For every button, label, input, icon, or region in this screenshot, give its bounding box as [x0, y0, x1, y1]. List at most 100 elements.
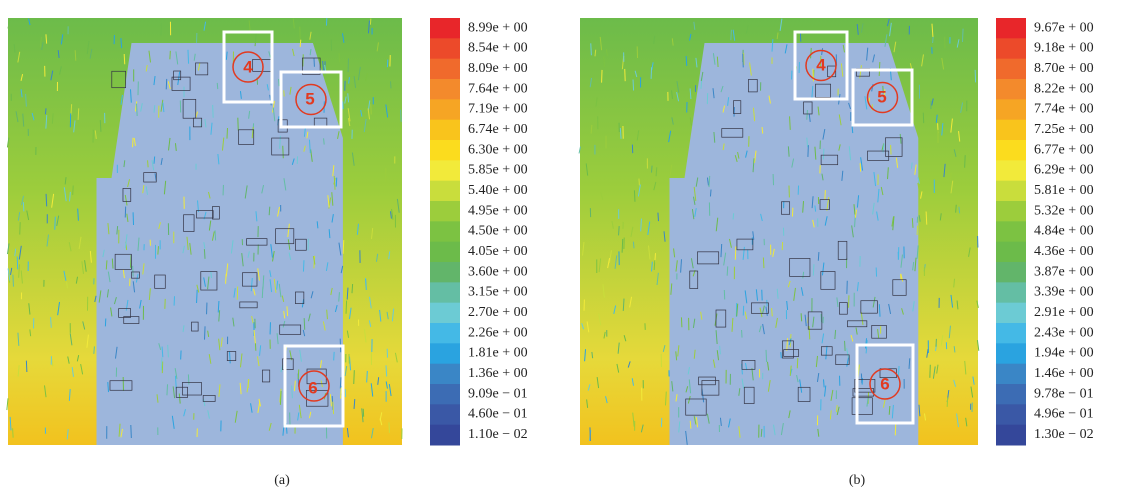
vector-streak [226, 127, 228, 139]
vector-streak [688, 379, 692, 394]
vector-streak [918, 404, 921, 417]
vector-streak [44, 385, 47, 398]
vector-streak [825, 345, 828, 360]
vector-streak [632, 79, 635, 91]
vector-streak [110, 307, 113, 317]
vector-streak [761, 126, 764, 134]
vector-streak [187, 374, 190, 385]
vector-streak [140, 103, 143, 112]
vector-streak [669, 164, 673, 178]
vector-streak [297, 369, 300, 379]
building [195, 62, 209, 76]
vector-streak [671, 117, 674, 125]
vector-streak [71, 367, 74, 377]
building [803, 101, 813, 115]
vector-streak [76, 355, 80, 362]
colorbar-label: 7.25e + 00 [1034, 122, 1094, 137]
vector-streak [367, 20, 370, 34]
colorbar-band [430, 384, 460, 405]
vector-streak [892, 216, 895, 231]
vector-streak [177, 71, 181, 86]
building [885, 137, 903, 157]
vector-streak [216, 82, 219, 90]
vector-streak [802, 200, 805, 213]
vector-streak [81, 261, 84, 274]
vector-streak [7, 268, 11, 281]
vector-streak [69, 191, 71, 202]
building [819, 199, 830, 210]
vector-streak [348, 356, 352, 371]
vector-streak [153, 76, 156, 86]
vector-streak [130, 254, 132, 268]
vector-streak [171, 415, 175, 429]
vector-streak [773, 424, 776, 436]
vector-streak [744, 311, 748, 320]
vector-streak [622, 298, 625, 311]
building [701, 380, 720, 396]
vector-streak [876, 211, 879, 221]
vector-streak [771, 308, 773, 317]
vector-streak [872, 296, 876, 308]
vector-streak [353, 370, 355, 384]
vector-streak [276, 280, 279, 290]
colorbar-band [996, 18, 1026, 39]
vector-streak [323, 138, 325, 145]
vector-streak [687, 366, 690, 375]
vector-streak [25, 93, 27, 107]
vector-streak [132, 281, 136, 293]
vector-streak [897, 365, 900, 378]
vector-streak [584, 349, 587, 362]
vector-streak [357, 66, 361, 81]
vector-streak [68, 242, 72, 252]
building [279, 324, 302, 335]
building [191, 321, 199, 332]
vector-streak [127, 179, 131, 188]
vector-streak [239, 353, 243, 368]
vector-streak [594, 49, 597, 57]
vector-streak [394, 352, 398, 363]
vector-streak [25, 360, 28, 373]
vector-streak [888, 405, 891, 415]
vector-streak [812, 264, 815, 276]
vector-streak [817, 106, 820, 116]
vector-streak [855, 327, 858, 335]
highlight-box [283, 344, 345, 428]
vector-streak [389, 81, 392, 89]
vector-streak [126, 213, 129, 222]
vector-streak [66, 429, 69, 440]
vector-streak [636, 130, 640, 141]
vector-streak [784, 44, 788, 54]
vector-streak [388, 384, 392, 397]
vector-streak [31, 112, 35, 121]
vector-streak [673, 248, 676, 258]
colorbar-band [996, 180, 1026, 202]
vector-streak [369, 296, 372, 309]
marker-circle [805, 49, 837, 82]
vector-streak [178, 393, 181, 404]
colorbar-label: 5.32e + 00 [1034, 203, 1094, 218]
vector-streak [250, 277, 253, 292]
building [173, 70, 182, 81]
vector-streak [9, 416, 12, 431]
vector-streak [221, 137, 225, 151]
vector-streak [765, 306, 768, 316]
vector-streak [346, 287, 349, 300]
vector-streak [346, 330, 350, 338]
vector-streak [741, 378, 745, 389]
vector-streak [961, 28, 964, 42]
building [871, 325, 887, 339]
vector-streak [706, 177, 709, 186]
colorbar-label: 7.19e + 00 [468, 102, 528, 117]
building [111, 70, 127, 89]
vector-streak [168, 137, 171, 151]
flow-field [578, 18, 980, 445]
vector-streak [931, 98, 934, 106]
vector-streak [298, 404, 302, 419]
vector-streak [663, 231, 666, 242]
vector-streak [657, 212, 659, 222]
vector-streak [671, 38, 674, 46]
vector-streak [283, 310, 286, 319]
vector-streak [289, 86, 292, 95]
vector-streak [844, 340, 846, 351]
vector-streak [877, 329, 880, 339]
